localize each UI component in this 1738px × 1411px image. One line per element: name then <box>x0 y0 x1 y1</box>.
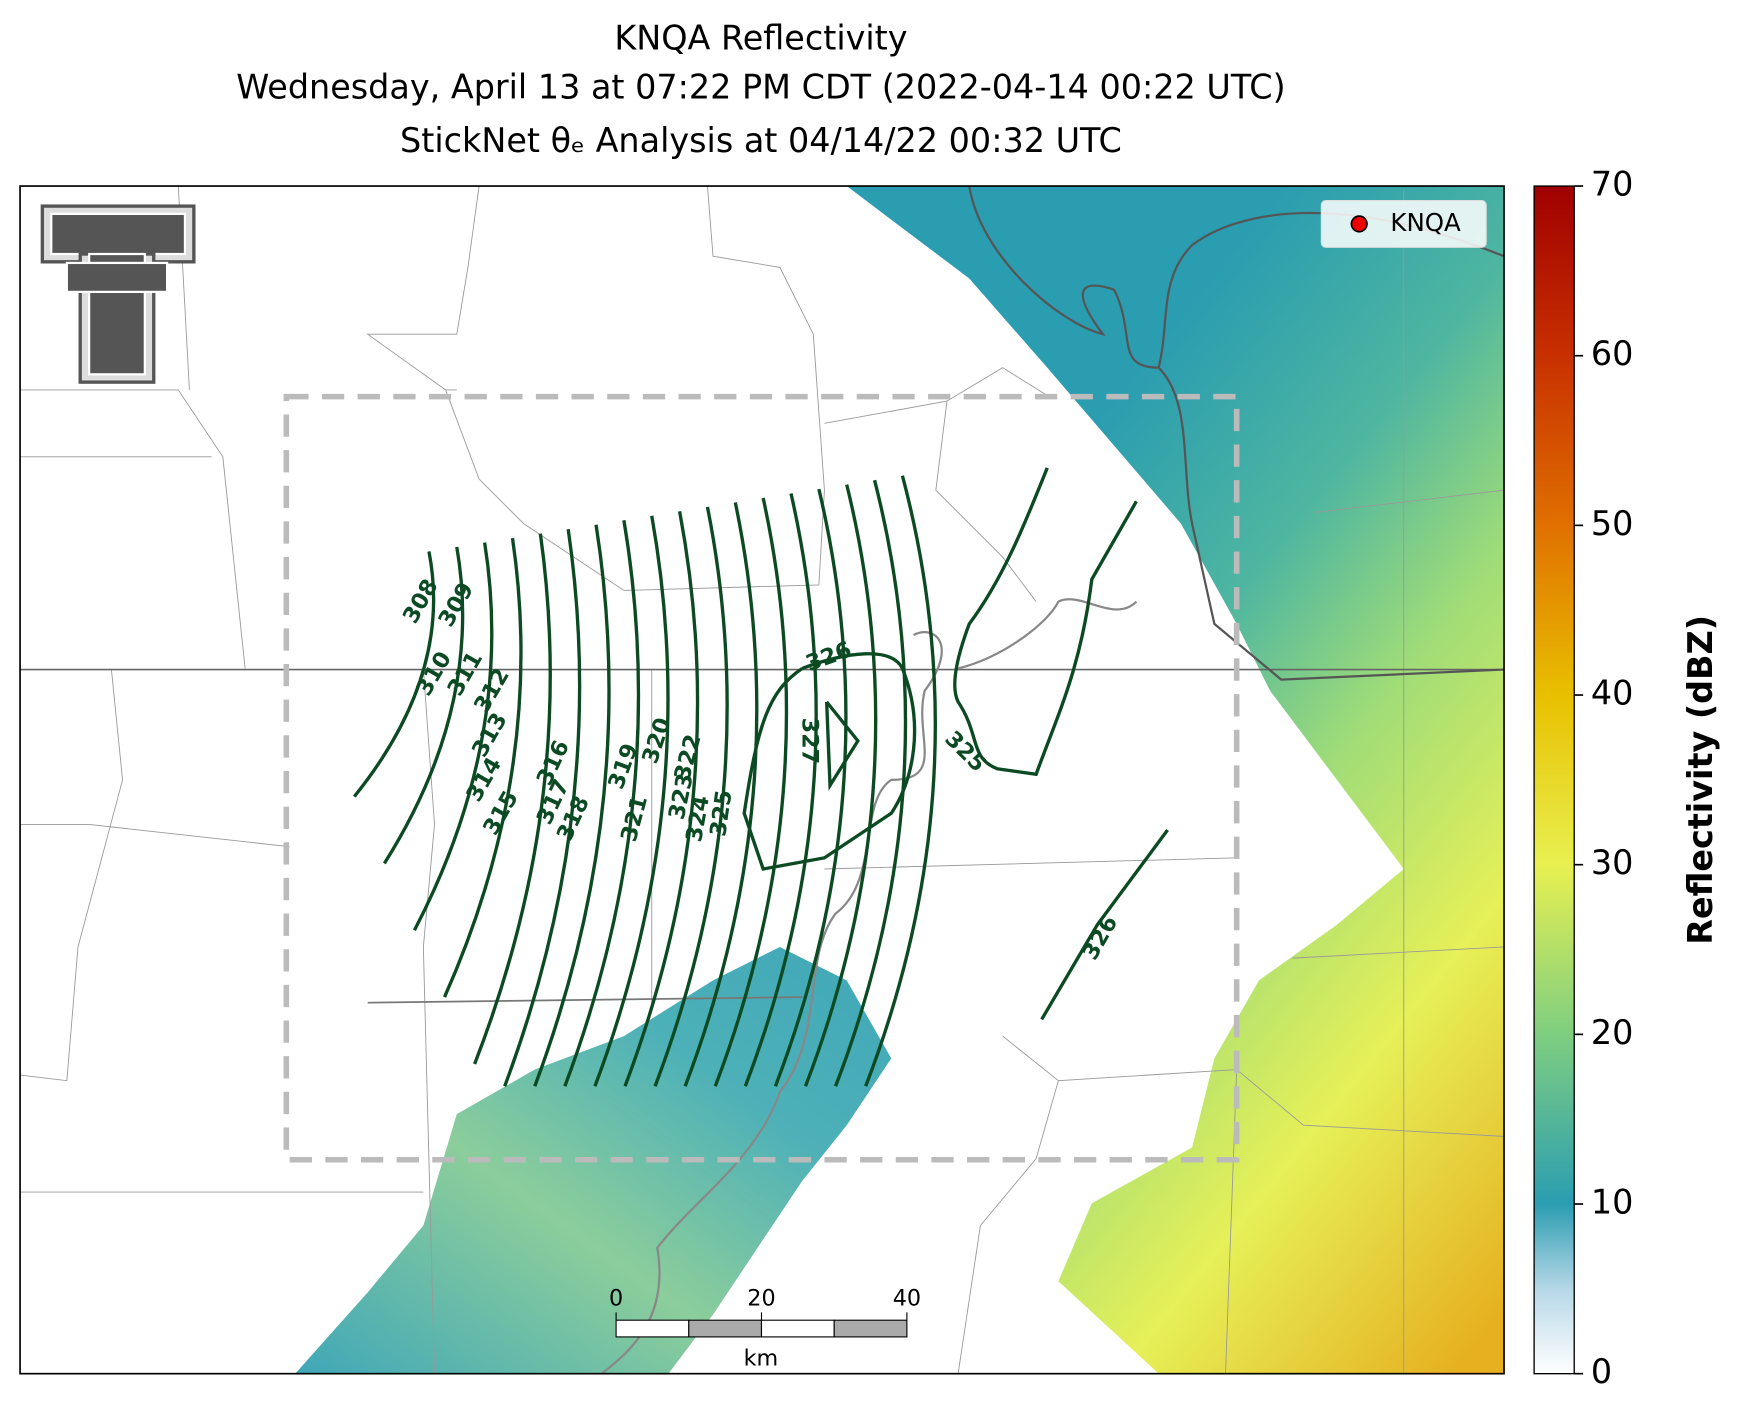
river <box>968 186 1505 681</box>
contour-group <box>352 467 1169 1087</box>
county-lines <box>20 186 1505 1374</box>
analysis-domain <box>283 393 1240 1163</box>
map-frame <box>19 185 1505 1375</box>
river <box>600 598 1138 1374</box>
colorbar-tick-label: 10 <box>1591 1183 1634 1222</box>
contour-line <box>683 502 759 1087</box>
colorbar-tick-label: 50 <box>1591 504 1634 543</box>
state-line <box>367 996 803 1004</box>
contour-line <box>352 551 436 798</box>
contour-line <box>713 497 789 1087</box>
scale-bar-segment <box>615 1319 690 1338</box>
legend-marker <box>1350 215 1368 233</box>
colorbar-tick-label: 60 <box>1591 334 1634 373</box>
scale-bar-tick-label: 20 <box>747 1286 775 1312</box>
colorbar-tick-label: 20 <box>1591 1013 1634 1052</box>
contour-line <box>864 475 937 1087</box>
contour-line <box>824 700 860 791</box>
contour-line <box>563 520 641 1087</box>
contour-line <box>473 533 552 1065</box>
contour-line <box>803 484 878 1087</box>
scale-bar-tick-label: 40 <box>893 1286 921 1312</box>
legend-label: KNQA <box>1390 208 1461 237</box>
legend-box <box>1320 199 1487 248</box>
title-line: StickNet θₑ Analysis at 04/14/22 00:32 U… <box>400 121 1122 160</box>
contour-label: 325 <box>940 726 991 777</box>
scale-bar-segment <box>688 1319 763 1338</box>
scale-bar-unit: km <box>744 1346 779 1372</box>
scale-bar: 0 20 40 km <box>609 1286 921 1372</box>
title-line: Wednesday, April 13 at 07:22 PM CDT (202… <box>236 68 1285 107</box>
contour-line <box>443 537 523 998</box>
contour-line <box>743 493 818 1087</box>
scale-bar-tick-label: 0 <box>609 1286 623 1312</box>
contour-line <box>412 542 494 932</box>
map-area: 3083093103113123133143153163173183193203… <box>20 186 1505 1374</box>
colorbar-label: Reflectivity (dBZ) <box>1681 615 1720 945</box>
contour-line <box>773 488 848 1087</box>
contour-label: 327 <box>796 718 822 764</box>
title-line: KNQA Reflectivity <box>614 19 907 58</box>
scale-bar-segment <box>833 1319 908 1338</box>
colorbar-tick-label: 70 <box>1591 165 1634 204</box>
contour-line <box>593 515 670 1087</box>
contour-line <box>382 546 465 865</box>
contour-label: 326 <box>802 637 855 677</box>
contour-line <box>503 528 582 1087</box>
contour-line <box>1040 829 1169 1021</box>
contour-label: 320 <box>637 715 676 767</box>
echo-region <box>846 186 1505 1374</box>
legend: KNQA <box>1320 199 1487 248</box>
contour-line <box>623 511 700 1087</box>
contour-line <box>653 506 729 1087</box>
contour-line <box>834 479 908 1087</box>
contour-label: 325 <box>705 788 737 838</box>
ttu-logo <box>40 204 196 384</box>
contour-line <box>953 467 1138 777</box>
colorbar <box>1533 185 1575 1375</box>
contour-label: 313 <box>467 708 513 761</box>
colorbar-ticks: 0 10 20 30 40 50 60 70 <box>1574 165 1634 1391</box>
contour-label: 321 <box>616 793 653 845</box>
contour-label: 326 <box>1077 911 1123 964</box>
colorbar-tick-label: 30 <box>1591 843 1634 882</box>
contour-line <box>533 524 611 1087</box>
colorbar-tick-label: 40 <box>1591 674 1634 713</box>
contour-line <box>742 652 917 871</box>
scale-bar-segment <box>760 1319 835 1338</box>
colorbar-tick-label: 0 <box>1591 1352 1612 1391</box>
